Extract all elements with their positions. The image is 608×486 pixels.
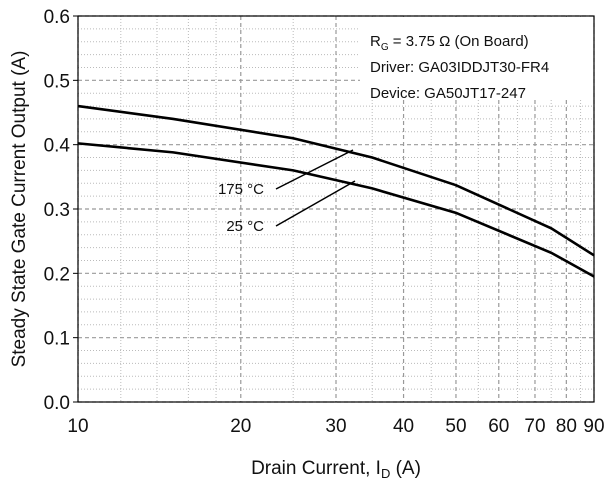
- info-text: = 3.75 Ω (On Board): [389, 33, 529, 50]
- y-tick-label: 0.1: [44, 329, 70, 350]
- y-tick-label: 0.6: [44, 7, 70, 28]
- series-line: [77, 142, 595, 278]
- x-tick-label: 30: [325, 416, 346, 437]
- x-axis-label: Drain Current, ID (A): [251, 458, 421, 481]
- series-line: [77, 104, 595, 257]
- y-tick-label: 0.3: [44, 200, 70, 221]
- series-label: 25 °C: [226, 218, 264, 235]
- info-text: R: [370, 33, 381, 50]
- grid: [77, 15, 595, 403]
- info-text: Device: GA50JT17-247: [370, 85, 526, 102]
- x-label-part: (A): [390, 458, 421, 479]
- x-label-part: D: [381, 466, 390, 481]
- y-axis-label: Steady State Gate Current Output (A): [9, 51, 30, 368]
- series-label: 175 °C: [218, 181, 264, 198]
- info-text: G: [381, 42, 389, 53]
- x-tick-label: 80: [556, 416, 577, 437]
- x-tick-label: 50: [445, 416, 466, 437]
- marks: [77, 104, 595, 278]
- x-label-part: Drain Current, I: [251, 458, 381, 479]
- x-tick-label: 90: [583, 416, 604, 437]
- x-tick-label: 60: [488, 416, 509, 437]
- info-line: RG = 3.75 Ω (On Board): [370, 33, 529, 53]
- y-tick-label: 0.5: [44, 71, 70, 92]
- info-text: Driver: GA03IDDJT30-FR4: [370, 59, 549, 76]
- x-tick-label: 20: [230, 416, 251, 437]
- x-tick-label: 40: [393, 416, 414, 437]
- info-line: Device: GA50JT17-247: [370, 85, 526, 102]
- y-tick-label: 0.0: [44, 393, 70, 414]
- y-tick-label: 0.4: [44, 136, 71, 157]
- leader-line: [275, 149, 354, 190]
- plot-frame: [77, 15, 595, 403]
- y-tick-label: 0.2: [44, 264, 70, 285]
- info-line: Driver: GA03IDDJT30-FR4: [370, 59, 549, 76]
- leader-line: [275, 180, 356, 227]
- x-tick-label: 10: [67, 416, 88, 437]
- info-box: [360, 17, 593, 99]
- x-tick-label: 70: [524, 416, 545, 437]
